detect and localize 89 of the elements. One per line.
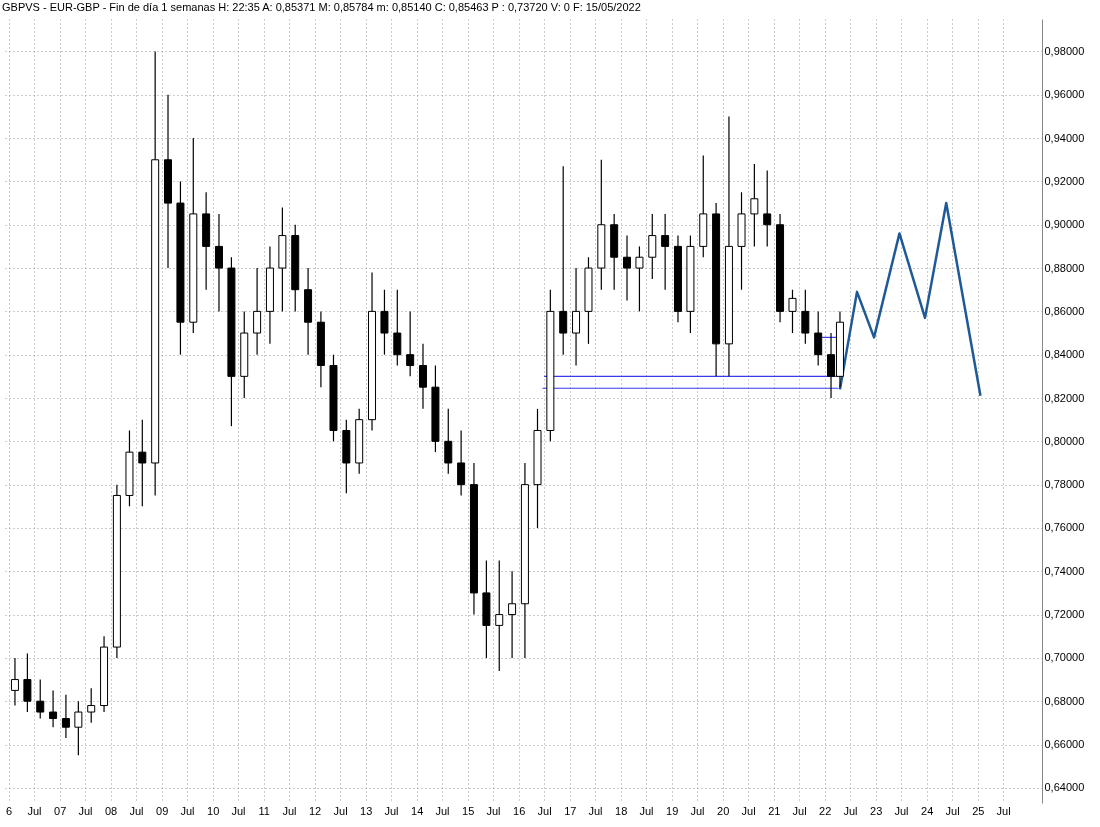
candlestick <box>87 687 96 724</box>
y-tick-label: 0,70000 <box>1044 651 1085 664</box>
x-tick-label: Jul <box>945 804 960 817</box>
y-tick-label: 0,94000 <box>1044 131 1085 144</box>
candlestick <box>138 419 147 507</box>
y-tick-label: 0,78000 <box>1044 478 1085 491</box>
y-tick-label: 0,64000 <box>1044 781 1085 794</box>
x-tick-label: Jul <box>27 804 42 817</box>
x-tick-label: Jul <box>996 804 1011 817</box>
candlestick <box>801 289 810 345</box>
x-tick-label: 21 <box>768 804 781 817</box>
x-tick-label: Jul <box>129 804 144 817</box>
y-tick-label: 0,98000 <box>1044 44 1085 57</box>
x-tick-label: Jul <box>435 804 450 817</box>
y-tick-label: 0,92000 <box>1044 174 1085 187</box>
y-tick-label: 0,66000 <box>1044 738 1085 751</box>
x-tick-label: 16 <box>513 804 526 817</box>
x-tick-label: Jul <box>792 804 807 817</box>
candlestick <box>750 163 759 247</box>
x-tick-label: Jul <box>537 804 552 817</box>
x-tick-label: Jul <box>486 804 501 817</box>
candlestick <box>559 165 568 356</box>
x-tick-label: 20 <box>717 804 730 817</box>
candlestick <box>495 559 504 672</box>
x-tick-label: 19 <box>666 804 679 817</box>
candlestick <box>49 689 58 728</box>
x-tick-label: 23 <box>870 804 883 817</box>
x-tick-label: 14 <box>411 804 424 817</box>
y-tick-label: 0,96000 <box>1044 88 1085 101</box>
x-tick-label: 6 <box>6 804 13 817</box>
candlestick <box>380 289 389 356</box>
x-tick-label: 13 <box>360 804 373 817</box>
y-tick-label: 0,86000 <box>1044 304 1085 317</box>
x-tick-label: Jul <box>231 804 246 817</box>
x-tick-label: 10 <box>207 804 220 817</box>
candlestick <box>457 429 466 497</box>
x-tick-label: 24 <box>921 804 934 817</box>
candlestick <box>406 310 415 377</box>
x-tick-label: Jul <box>894 804 909 817</box>
candlestick <box>788 289 797 334</box>
x-tick-label: Jul <box>180 804 195 817</box>
x-tick-label: Jul <box>588 804 603 817</box>
candlestick <box>814 310 823 367</box>
y-tick-label: 0,72000 <box>1044 608 1085 621</box>
candlestick <box>623 234 632 302</box>
candlestick <box>648 213 657 280</box>
candlestick <box>635 245 644 312</box>
x-tick-label: Jul <box>78 804 93 817</box>
x-tick-label: 25 <box>972 804 985 817</box>
candlestick <box>508 570 517 659</box>
x-tick-label: 22 <box>819 804 832 817</box>
x-tick-label: 11 <box>258 804 270 817</box>
y-tick-label: 0,90000 <box>1044 218 1085 231</box>
x-tick-label: Jul <box>282 804 297 817</box>
candlestick <box>74 700 83 756</box>
x-tick-label: 15 <box>462 804 475 817</box>
candlestick <box>253 267 262 356</box>
x-tick-label: 12 <box>309 804 322 817</box>
x-tick-label: Jul <box>843 804 858 817</box>
candlestick <box>214 213 223 312</box>
y-tick-label: 0,84000 <box>1044 348 1085 361</box>
x-tick-label: 17 <box>564 804 577 817</box>
candlestick <box>763 170 772 247</box>
y-tick-label: 0,88000 <box>1044 261 1085 274</box>
candlestick <box>23 652 32 713</box>
line-series <box>838 201 982 398</box>
candlestick <box>61 694 70 739</box>
candlestick <box>444 408 453 475</box>
x-tick-label: Jul <box>690 804 705 817</box>
candlestick <box>10 657 19 707</box>
candlestick <box>418 343 427 410</box>
chart-title: GBPVS - EUR-GBP - Fin de día 1 semanas H: 22:35 A: 0,85371 M: 0,85784 m: 0,85140 C: 0,85463 P : 0,73720 V: 0 F: 15/05/2022 <box>2 1 641 13</box>
y-tick-label: 0,80000 <box>1044 434 1085 447</box>
candlestick <box>572 267 581 367</box>
y-tick-label: 0,76000 <box>1044 521 1085 534</box>
x-tick-label: Jul <box>333 804 348 817</box>
x-tick-label: 09 <box>156 804 169 817</box>
x-tick-label: 07 <box>54 804 67 817</box>
x-tick-label: Jul <box>741 804 756 817</box>
x-tick-label: Jul <box>639 804 654 817</box>
y-tick-label: 0,82000 <box>1044 391 1085 404</box>
candlestick <box>661 213 670 291</box>
x-tick-label: 08 <box>104 804 118 817</box>
candlestick <box>36 678 45 720</box>
x-tick-label: Jul <box>384 804 399 817</box>
x-tick-label: 18 <box>615 804 628 817</box>
y-tick-label: 0,68000 <box>1044 694 1085 707</box>
y-tick-label: 0,74000 <box>1044 564 1085 577</box>
candlestick <box>393 289 402 367</box>
